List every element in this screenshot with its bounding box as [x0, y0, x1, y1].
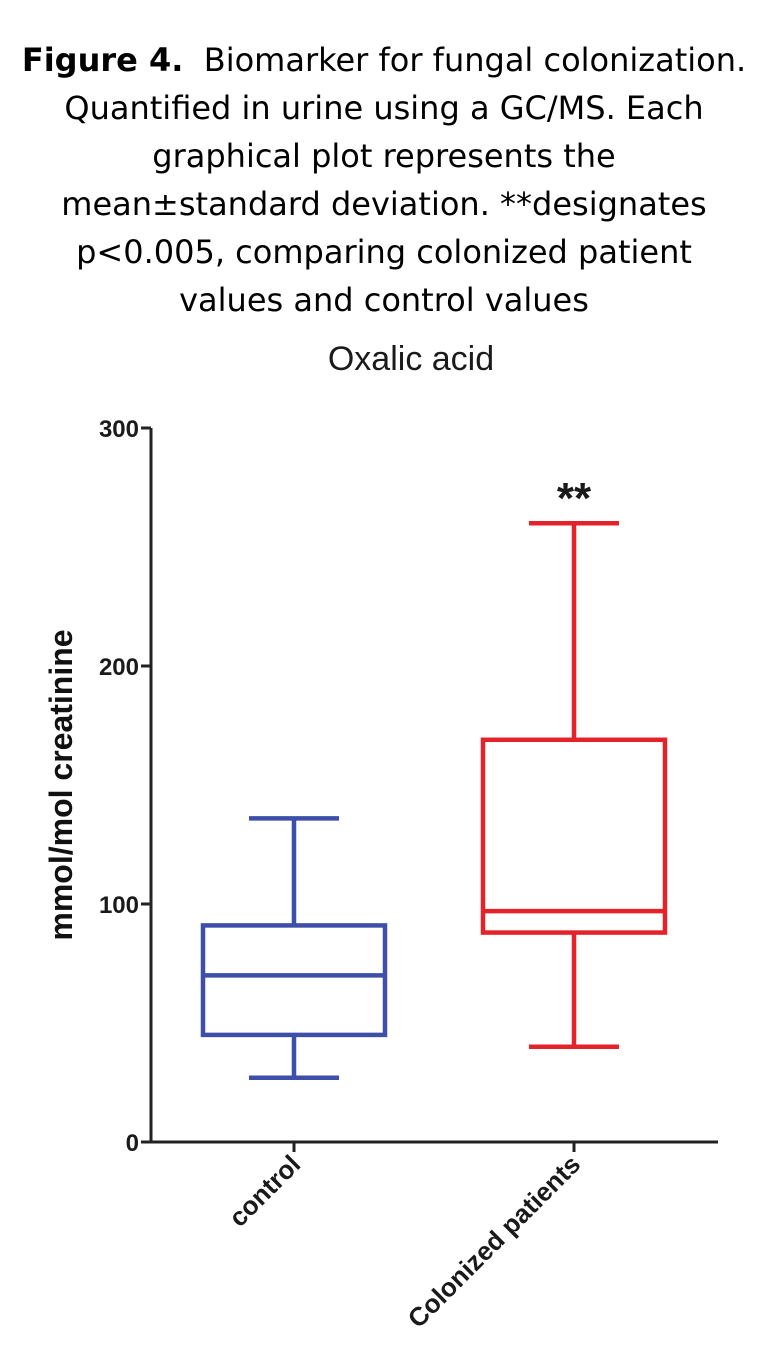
y-tick-label: 300 [99, 416, 139, 443]
y-tick-label: 100 [99, 892, 139, 919]
box-0 [200, 816, 388, 1080]
y-tick-label: 200 [99, 654, 139, 681]
y-tick-label: 0 [126, 1130, 139, 1157]
axes: 0 100 200 300 control Colonized patients [99, 416, 718, 1334]
chart-title: Oxalic acid [328, 340, 494, 378]
significance-label: ** [557, 474, 592, 523]
boxes: ** [200, 474, 668, 1080]
figure-caption-text: Biomarker for fungal colonization. Quant… [61, 41, 747, 319]
figure-caption: Figure 4. Biomarker for fungal colonizat… [20, 36, 748, 324]
y-axis-label: mmol/mol creatinine [43, 629, 79, 940]
box-iqr [480, 737, 668, 935]
box-iqr [200, 923, 388, 1038]
box-1: ** [480, 474, 668, 1050]
x-tick-label: control [223, 1149, 307, 1233]
figure-label: Figure 4. [21, 41, 184, 79]
x-tick-label: Colonized patients [402, 1149, 587, 1334]
